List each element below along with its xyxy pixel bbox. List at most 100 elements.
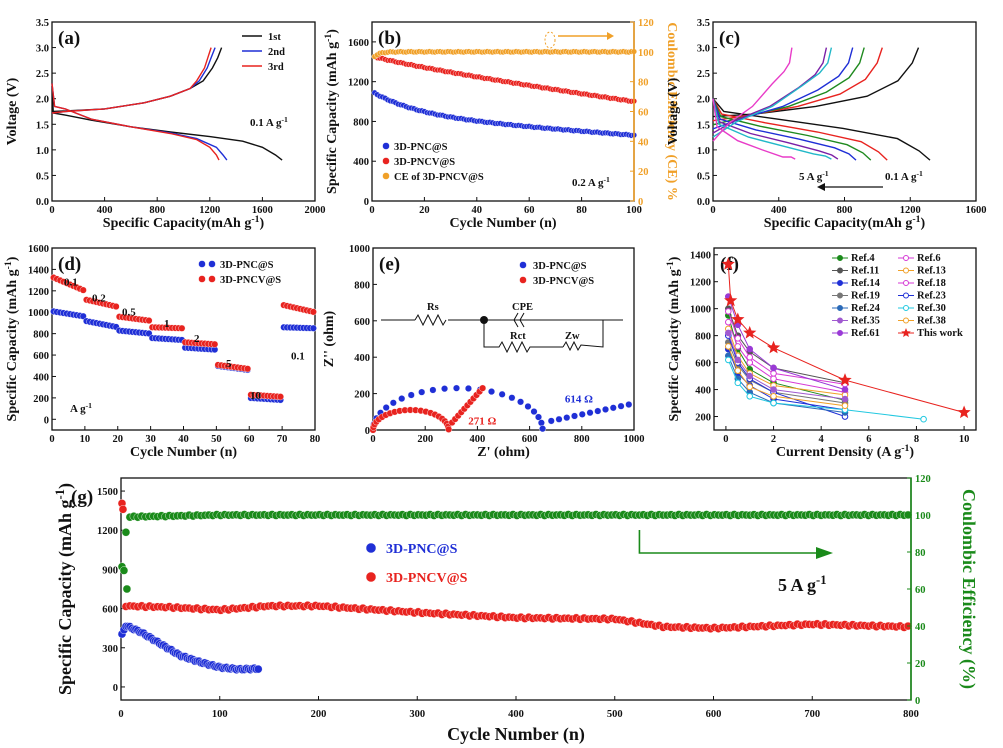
- resistor-rs: [414, 313, 447, 327]
- point-e-3D-PNC@S: [609, 404, 617, 412]
- x-tick-label-e: 600: [522, 434, 538, 445]
- y-tick-label-g: 300: [102, 644, 118, 655]
- x-axis-label-b: Cycle Number (n): [449, 216, 556, 231]
- point-d-3D-PNC@S: [309, 324, 317, 332]
- curve-a-discharge-2nd: [51, 83, 228, 161]
- y-axis-label-b: Specific Capacity (mAh g-1): [323, 29, 341, 194]
- y-tick-label-e: 200: [354, 390, 370, 401]
- y-tick-label-d: 400: [33, 372, 49, 383]
- legend-marker-d: [208, 260, 216, 268]
- y2-tick-label-g: 100: [915, 511, 931, 522]
- point-d-3D-PNCV@S: [244, 365, 252, 373]
- curve-a-discharge-1st: [51, 85, 283, 161]
- y2-tick-label-b: 0: [638, 197, 643, 208]
- y-tick-label-a: 2.0: [36, 95, 49, 106]
- point-e-3D-PNC@S: [429, 386, 437, 394]
- point-f-Ref.61: [770, 364, 777, 372]
- point-f-Ref.35: [746, 372, 754, 380]
- ce-arrow-g: [638, 530, 816, 554]
- point-e-3D-PNC@S: [534, 413, 542, 421]
- ce-arrow-head-g: [816, 547, 833, 559]
- point-f-Ref.35: [770, 386, 777, 393]
- point-f-Ref.18: [770, 370, 777, 377]
- y2-tick-label-g: 0: [915, 696, 920, 707]
- y2-tick-label-b: 20: [638, 167, 649, 178]
- x-axis-label-a: Specific Capacity(mAh g-1): [103, 214, 265, 232]
- point-f-Ref.61: [841, 386, 849, 393]
- x-tick-label-c: 400: [771, 205, 787, 216]
- legend-marker-d: [198, 275, 206, 283]
- point-f-Ref.18: [734, 335, 742, 342]
- point-e-3D-PNC@S: [563, 414, 571, 422]
- rate-label-to-c: 0.1 A g-1: [885, 169, 923, 184]
- curve-c-discharge: [712, 98, 796, 160]
- legend-marker-f: [837, 267, 843, 274]
- point-f-Ref.30: [746, 392, 754, 400]
- y2-tick-label-b: 40: [638, 137, 649, 148]
- legend-label-f: This work: [917, 328, 963, 339]
- point-e-3D-PNCV@S: [479, 384, 487, 392]
- legend-label-a: 1st: [268, 32, 281, 43]
- point-d-3D-PNCV@S: [112, 303, 120, 311]
- x-tick-label-g: 700: [804, 709, 820, 720]
- y-tick-label-b: 1600: [348, 38, 369, 49]
- legend-marker-g: [365, 542, 377, 554]
- x-tick-label-e: 400: [470, 434, 486, 445]
- legend-marker-f: [837, 317, 843, 324]
- x-tick-label-g: 800: [903, 709, 919, 720]
- y-tick-label-b: 800: [353, 117, 369, 128]
- x-tick-label-g: 0: [118, 709, 123, 720]
- legend-label-f: Ref.4: [851, 253, 875, 264]
- point-f-Ref.35: [724, 329, 732, 337]
- legend-marker-f: [837, 305, 843, 311]
- legend-label-f: Ref.24: [851, 303, 881, 314]
- point-f-this-work: [766, 340, 781, 354]
- equivalent-circuit: Rs CPE Rct Zw: [381, 302, 623, 354]
- y-tick-label-g: 600: [102, 605, 118, 616]
- panel-g: 0 100 200 300 400 500 600 700 800 0 300 600 900 1200 1…: [53, 477, 919, 745]
- legend-marker-f: [837, 330, 843, 336]
- curve-c-discharge: [712, 98, 931, 161]
- x-axis-label-e: Z' (ohm): [477, 445, 530, 460]
- point-e-3D-PNC@S: [389, 399, 397, 407]
- curve-c-discharge: [712, 98, 888, 161]
- plot-frame-e: [372, 247, 635, 431]
- x-tick-label-e: 1000: [624, 434, 645, 445]
- point-f-Ref.6: [724, 318, 732, 326]
- x-tick-label-b: 40: [472, 205, 483, 216]
- x-tick-label-g: 600: [706, 709, 722, 720]
- y2-tick-label-b: 120: [638, 18, 654, 29]
- x-tick-label-c: 800: [837, 205, 853, 216]
- y-tick-label-a: 0.5: [36, 171, 49, 182]
- circuit-label-rct: Rct: [510, 331, 526, 342]
- point-e-3D-PNC@S: [508, 394, 516, 402]
- point-f-Ref.30: [724, 356, 732, 364]
- x-tick-label-g: 200: [311, 709, 327, 720]
- y-tick-label-c: 2.5: [697, 69, 710, 80]
- y-tick-label-g: 1200: [97, 526, 118, 537]
- point-f-this-work: [731, 312, 745, 326]
- panel-label-b: (b): [378, 28, 401, 49]
- rate-label-from-c: 5 A g-1: [799, 169, 829, 184]
- y-tick-label-e: 0: [365, 426, 370, 437]
- legend-marker-f: [901, 328, 911, 337]
- legend-label-d: 3D-PNCV@S: [220, 275, 281, 286]
- rate-label-d: 10: [250, 390, 262, 402]
- point-d-3D-PNCV@S: [178, 324, 186, 332]
- y-tick-label-g: 900: [102, 565, 118, 576]
- legend-marker-f: [837, 255, 843, 261]
- legend-marker-g: [365, 571, 377, 583]
- point-d-3D-PNCV@S: [145, 317, 153, 325]
- legend-marker-f: [837, 292, 843, 299]
- x-tick-label-a: 1600: [252, 205, 273, 216]
- unit-label-d: A g-1: [70, 401, 92, 416]
- y2-tick-label-g: 20: [915, 659, 926, 670]
- legend-marker-f: [903, 292, 909, 299]
- legend-marker-e: [519, 261, 527, 269]
- curve-c-charge: [712, 47, 883, 122]
- legend-marker-b: [382, 142, 390, 150]
- x-axis-label-g: Cycle Number (n): [447, 724, 585, 745]
- legend-label-f: Ref.35: [851, 316, 880, 327]
- x-tick-label-a: 400: [97, 205, 113, 216]
- point-f-Ref.38: [841, 402, 849, 410]
